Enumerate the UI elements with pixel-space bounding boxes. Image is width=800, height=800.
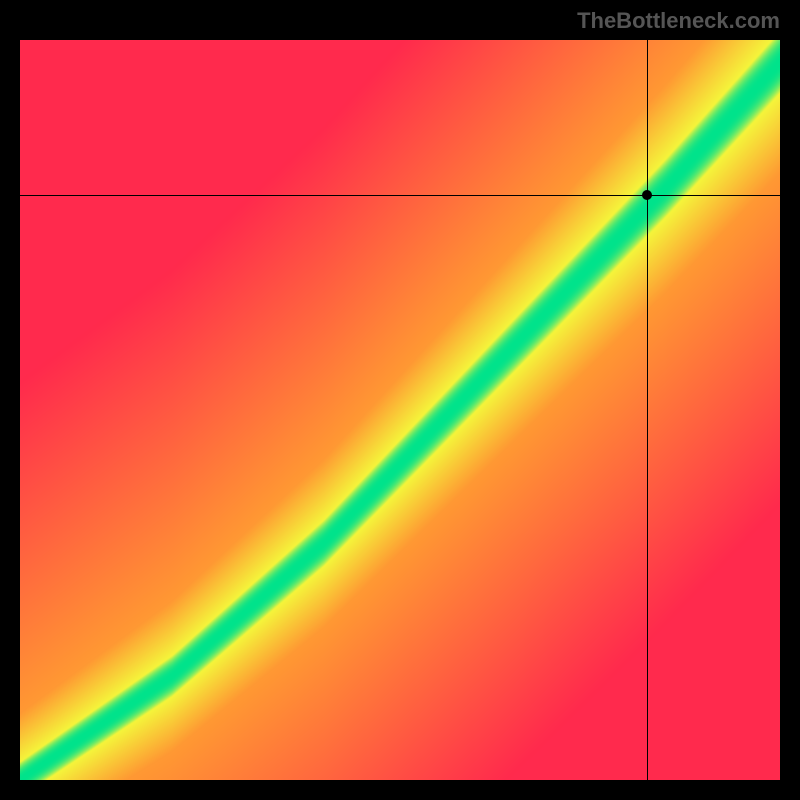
heatmap-canvas [20,40,780,780]
crosshair-marker [642,190,652,200]
crosshair-horizontal [20,195,780,196]
watermark-text: TheBottleneck.com [577,8,780,34]
crosshair-vertical [647,40,648,780]
heatmap-chart [20,40,780,780]
